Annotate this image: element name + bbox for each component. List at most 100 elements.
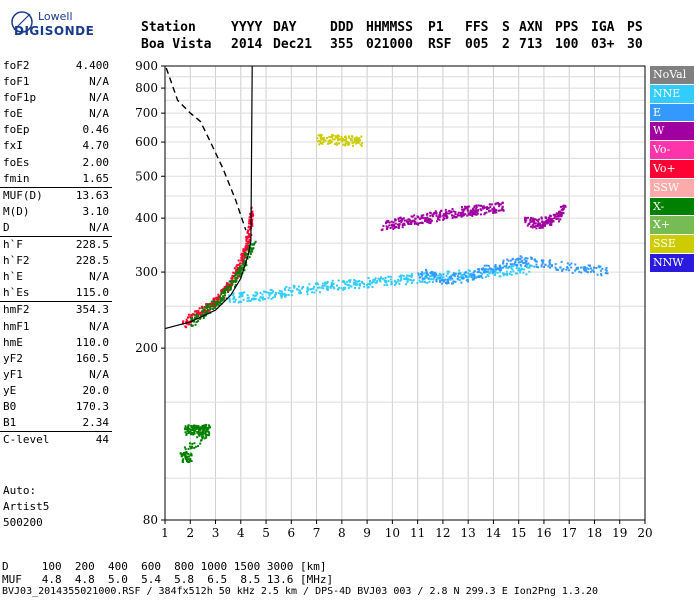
echo-dot — [524, 265, 527, 267]
echo-dot — [471, 209, 474, 212]
echo-dot — [488, 272, 491, 275]
echo-dot — [465, 271, 467, 274]
echo-dot — [528, 266, 531, 269]
echo-dot — [439, 211, 441, 214]
echo-dot — [342, 280, 345, 283]
param-name: foF1 — [3, 75, 30, 89]
echo-dot — [549, 222, 552, 225]
echo-dot — [527, 216, 529, 219]
echo-dot — [221, 297, 224, 300]
echo-dot — [534, 260, 537, 263]
echo-dot — [406, 281, 409, 284]
echo-dot — [212, 304, 215, 307]
echo-dot — [548, 218, 551, 221]
echo-dot — [457, 211, 460, 214]
echo-dot — [512, 270, 515, 273]
echo-dot — [189, 445, 191, 448]
echo-dot — [565, 268, 568, 271]
echo-dot — [499, 267, 502, 270]
param-value: 4.400 — [75, 59, 109, 72]
hdr-label-ffs: FFS — [465, 20, 489, 35]
echo-dot — [251, 250, 254, 253]
echo-dot — [358, 139, 361, 142]
echo-dot — [285, 285, 288, 288]
hdr-value-hhmmss: 021000 — [366, 37, 413, 52]
echo-dot — [534, 218, 537, 221]
echo-dot — [583, 266, 585, 269]
echo-dot — [559, 266, 562, 269]
echo-dot — [341, 280, 344, 283]
param-row: hmF2 354.3 — [0, 301, 112, 318]
echo-dot — [246, 244, 249, 247]
echo-dot — [385, 222, 387, 225]
echo-dot — [424, 276, 427, 279]
echo-dot — [353, 278, 356, 281]
param-value: 3.10 — [82, 204, 110, 218]
echo-dot — [533, 265, 536, 268]
echo-dot — [443, 217, 446, 220]
echo-dot — [403, 219, 406, 222]
echo-dot — [440, 273, 442, 276]
echo-dot — [344, 286, 347, 289]
echo-dot — [489, 267, 491, 270]
echo-dot — [291, 289, 294, 292]
echo-dot — [333, 287, 336, 290]
echo-dot — [551, 220, 554, 223]
echo-dot — [188, 458, 191, 461]
echo-dot — [406, 280, 409, 283]
x-tick-label: 11 — [410, 526, 425, 540]
echo-dot — [532, 217, 534, 220]
x-tick-label: 14 — [486, 526, 502, 540]
echo-dot — [519, 255, 522, 258]
echo-dot — [243, 291, 246, 294]
x-tick-label: 16 — [536, 526, 551, 540]
echo-dot — [456, 277, 459, 280]
echo-dot — [494, 208, 497, 211]
echo-dot — [511, 257, 514, 260]
echo-dot — [182, 321, 184, 324]
echo-dot — [483, 213, 486, 216]
echo-dot — [187, 313, 190, 316]
echo-dot — [564, 205, 567, 208]
echo-dot — [425, 275, 428, 278]
echo-dot — [442, 276, 445, 279]
echo-dot — [560, 212, 563, 215]
echo-dot — [329, 286, 332, 288]
echo-dot — [206, 309, 209, 311]
param-row: yF1 N/A — [0, 367, 112, 383]
echo-dot — [547, 221, 550, 224]
param-name: foF2 — [3, 59, 30, 72]
echo-dot — [186, 460, 188, 463]
echo-dot — [186, 426, 189, 429]
echo-dot — [506, 258, 509, 261]
echo-dot — [247, 247, 250, 250]
echo-dot — [238, 268, 241, 270]
echo-dot — [548, 260, 551, 263]
echo-dot — [547, 265, 550, 268]
echo-dot — [437, 218, 440, 220]
echo-dot — [549, 266, 551, 269]
echo-dot — [349, 138, 352, 141]
echo-dot — [427, 273, 429, 276]
echo-dot — [432, 274, 435, 276]
echo-dot — [463, 205, 466, 208]
echo-dot — [326, 281, 329, 283]
hdr-value-ps: 30 — [627, 37, 643, 52]
echo-dot — [509, 270, 512, 273]
echo-dot — [507, 259, 510, 262]
echo-dot — [489, 271, 492, 274]
echo-dot — [541, 226, 544, 229]
echo-dot — [236, 272, 238, 275]
echo-dot — [204, 433, 207, 436]
echo-dot — [215, 304, 218, 307]
echo-dot — [406, 277, 409, 280]
echo-dot — [484, 206, 486, 209]
echo-trace — [316, 133, 363, 147]
echo-dot — [217, 303, 220, 306]
echo-dot — [541, 260, 544, 263]
echo-dot — [254, 291, 257, 294]
echo-dot — [461, 214, 464, 217]
echo-dot — [472, 271, 475, 274]
echo-dot — [559, 215, 562, 217]
echo-dot — [398, 223, 401, 226]
